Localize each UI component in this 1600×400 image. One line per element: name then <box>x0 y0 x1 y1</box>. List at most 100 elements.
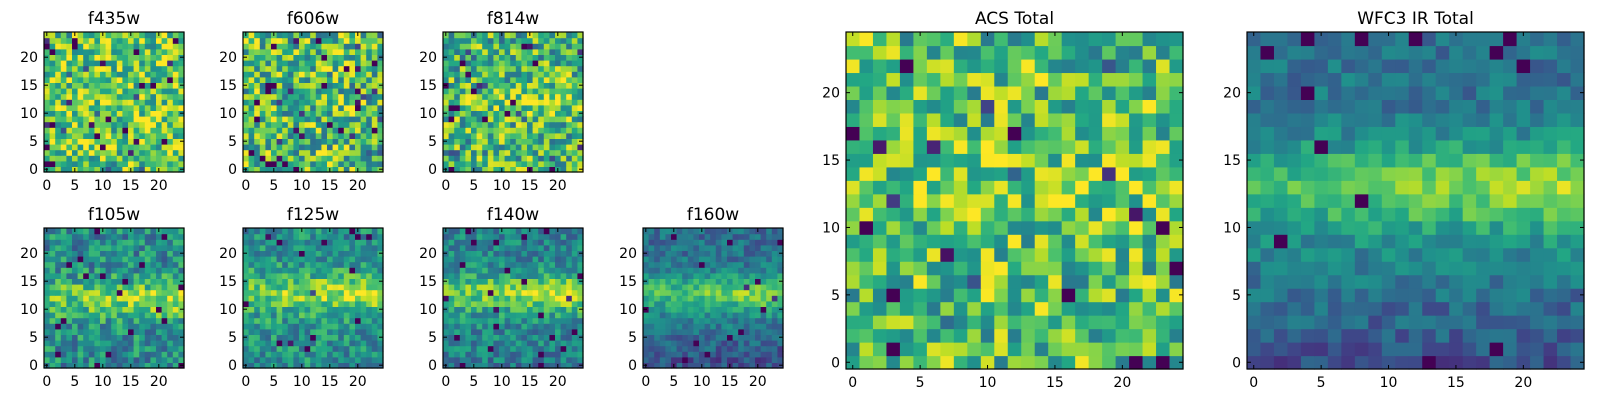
heatmap-cell <box>178 127 185 134</box>
heatmap-cell <box>343 317 350 324</box>
heatmap-cell <box>94 71 101 78</box>
heatmap-cell <box>282 93 289 100</box>
heatmap-cell <box>338 82 345 89</box>
heatmap-cell <box>371 312 378 319</box>
heatmap-cell <box>560 116 567 123</box>
heatmap-cell <box>1048 234 1063 249</box>
heatmap-cell <box>366 138 373 145</box>
heatmap-cell <box>276 356 283 363</box>
heatmap-cell <box>122 110 129 117</box>
heatmap-cell <box>510 160 517 167</box>
heatmap-cell <box>487 334 494 341</box>
heatmap-cell <box>549 166 556 173</box>
heatmap-cell <box>577 32 584 39</box>
heatmap-cell <box>66 99 73 106</box>
heatmap-cell <box>44 132 51 139</box>
heatmap-cell <box>766 244 773 251</box>
heatmap-cell <box>111 362 118 369</box>
heatmap-cell <box>659 239 666 246</box>
heatmap-cell <box>310 250 317 257</box>
y-tick-label: 5 <box>228 134 237 150</box>
heatmap-cell <box>276 345 283 352</box>
heatmap-cell <box>139 300 146 307</box>
heatmap-cell <box>926 193 941 208</box>
heatmap-cell <box>738 351 745 358</box>
x-tick-label: 15 <box>122 178 140 194</box>
heatmap-cell <box>349 65 356 72</box>
heatmap-cell <box>482 239 489 246</box>
heatmap-cell <box>566 306 573 313</box>
heatmap-cell <box>161 54 168 61</box>
heatmap-cell <box>1102 342 1117 357</box>
heatmap-cell <box>265 71 272 78</box>
heatmap-cell <box>377 127 384 134</box>
heatmap-cell <box>111 166 118 173</box>
heatmap-cell <box>1075 342 1090 357</box>
heatmap-cell <box>454 82 461 89</box>
heatmap-cell <box>465 233 472 240</box>
x-tick-label: 15 <box>721 374 739 390</box>
heatmap-cell <box>459 71 466 78</box>
heatmap-cell <box>276 132 283 139</box>
heatmap-cell <box>133 334 140 341</box>
heatmap-cell <box>571 272 578 279</box>
heatmap-cell <box>282 328 289 335</box>
heatmap-cell <box>493 99 500 106</box>
heatmap-cell <box>1169 261 1184 276</box>
heatmap-cell <box>471 155 478 162</box>
heatmap-cell <box>732 362 739 369</box>
heatmap-cell <box>648 340 655 347</box>
heatmap-cell <box>527 127 534 134</box>
heatmap-cell <box>327 43 334 50</box>
heatmap-cell <box>271 149 278 156</box>
heatmap-cell <box>521 82 528 89</box>
heatmap-cell <box>349 82 356 89</box>
heatmap-cell <box>276 256 283 263</box>
heatmap-cell <box>560 65 567 72</box>
heatmap-cell <box>766 267 773 274</box>
heatmap-cell <box>1007 247 1022 262</box>
heatmap-cell <box>49 256 56 263</box>
heatmap-cell <box>150 244 157 251</box>
heatmap-cell <box>60 351 67 358</box>
heatmap-cell <box>355 76 362 83</box>
heatmap-cell <box>161 239 168 246</box>
heatmap-cell <box>532 121 539 128</box>
heatmap-cell <box>482 93 489 100</box>
heatmap-cell <box>248 48 255 55</box>
heatmap-cell <box>111 71 118 78</box>
heatmap-cell <box>360 166 367 173</box>
heatmap-cell <box>66 306 73 313</box>
heatmap-cell <box>116 82 123 89</box>
heatmap-cell <box>66 250 73 257</box>
heatmap-cell <box>304 272 311 279</box>
heatmap-cell <box>859 315 874 330</box>
heatmap-cell <box>315 155 322 162</box>
heatmap-cell <box>538 37 545 44</box>
heatmap-cell <box>72 300 79 307</box>
heatmap-cell <box>128 334 135 341</box>
heatmap-cell <box>682 250 689 257</box>
heatmap-cell <box>766 295 773 302</box>
heatmap-cell <box>116 166 123 173</box>
heatmap-cell <box>259 261 266 268</box>
heatmap-cell <box>710 323 717 330</box>
heatmap-cell <box>521 300 528 307</box>
heatmap-cell <box>1021 355 1036 370</box>
heatmap-cell <box>355 88 362 95</box>
heatmap-cell <box>49 104 56 111</box>
heatmap-cell <box>476 60 483 67</box>
heatmap-cell <box>144 104 151 111</box>
heatmap-cell <box>248 256 255 263</box>
heatmap-cell <box>699 351 706 358</box>
heatmap-cell <box>254 272 261 279</box>
heatmap-cell <box>555 356 562 363</box>
heatmap-cell <box>167 312 174 319</box>
heatmap-cell <box>310 121 317 128</box>
heatmap-cell <box>1156 328 1171 343</box>
heatmap-cell <box>248 65 255 72</box>
heatmap-cell <box>693 272 700 279</box>
heatmap-cell <box>156 334 163 341</box>
heatmap-cell <box>259 244 266 251</box>
heatmap-cell <box>676 317 683 324</box>
